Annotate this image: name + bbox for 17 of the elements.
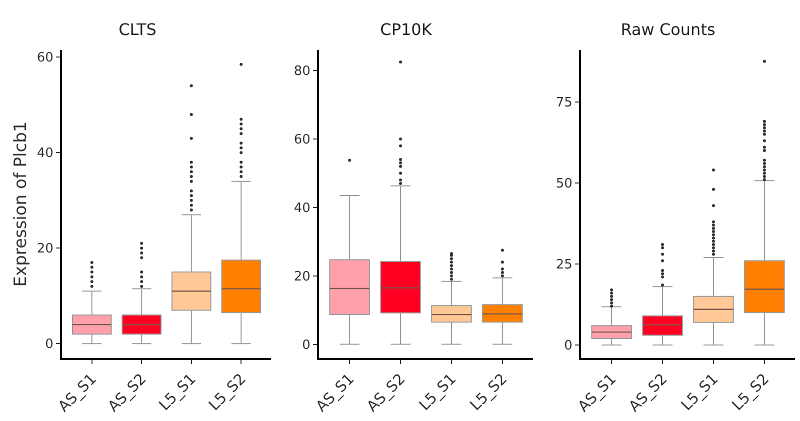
y-tick-label: 20 xyxy=(294,269,310,284)
y-tick-label: 50 xyxy=(556,176,572,192)
y-tick-label: 40 xyxy=(294,200,310,216)
y-tick-label: 0 xyxy=(302,338,310,353)
chart-title: CLTS xyxy=(118,20,156,40)
y-tick-label: 60 xyxy=(294,132,310,148)
chart-title: CP10K xyxy=(380,20,432,40)
y-tick-label: 80 xyxy=(294,64,310,80)
y-tick-label: 75 xyxy=(556,95,572,110)
chart-title: Raw Counts xyxy=(620,20,716,40)
y-tick-label: 25 xyxy=(556,258,572,273)
y-tick-label: 0 xyxy=(564,338,572,354)
y-axis-title: Expression of Plcb1 xyxy=(10,121,31,287)
y-tick-label: 20 xyxy=(36,242,54,257)
y-tick-label: 0 xyxy=(45,337,54,352)
y-tick-label: 60 xyxy=(36,50,54,66)
y-tick-label: 40 xyxy=(36,146,54,162)
